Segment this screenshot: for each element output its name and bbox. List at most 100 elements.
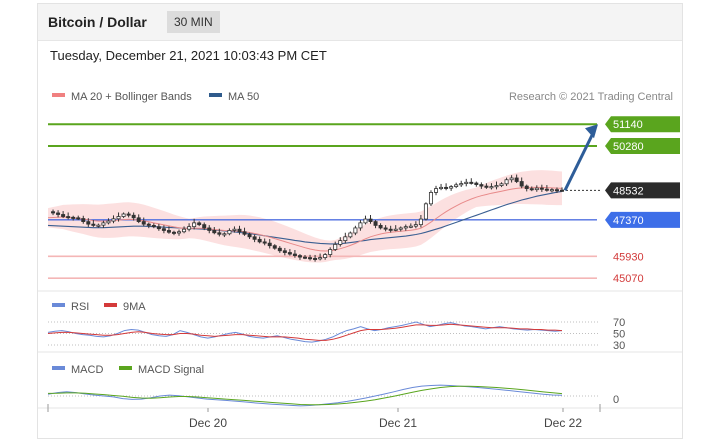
x-tick-label-0: Dec 20 bbox=[189, 416, 227, 430]
candle-body bbox=[187, 226, 192, 230]
candle-body bbox=[459, 183, 464, 186]
candle-body bbox=[146, 223, 151, 226]
legend-swatch-1 bbox=[209, 93, 222, 97]
timestamp: Tuesday, December 21, 2021 10:03:43 PM C… bbox=[50, 48, 327, 63]
candle-body bbox=[313, 257, 318, 260]
candle-body bbox=[398, 227, 403, 230]
instrument-title: Bitcoin / Dollar bbox=[48, 14, 147, 30]
candle-body bbox=[529, 188, 534, 191]
level-tag-bg-50280 bbox=[605, 138, 680, 155]
candle-body bbox=[408, 225, 413, 228]
rsi-level-70: 70 bbox=[613, 317, 625, 329]
candle-body bbox=[262, 241, 267, 244]
legend-label-1: MA 50 bbox=[228, 91, 259, 103]
candle-body bbox=[136, 217, 141, 222]
candle-body bbox=[257, 238, 262, 243]
macd-legend-swatch-1 bbox=[119, 366, 132, 370]
candle-body bbox=[338, 240, 343, 245]
candle-body bbox=[388, 228, 393, 231]
candle-body bbox=[116, 216, 121, 220]
candle-body bbox=[323, 254, 328, 259]
candle-body bbox=[474, 182, 479, 185]
candle-body bbox=[282, 250, 287, 253]
candle-body bbox=[348, 232, 353, 238]
candle-body bbox=[61, 214, 66, 217]
candle-body bbox=[544, 188, 549, 191]
candle-body bbox=[358, 222, 363, 229]
candle-body bbox=[343, 236, 348, 242]
candle-body bbox=[434, 188, 439, 193]
candle-body bbox=[151, 224, 156, 228]
candle-body bbox=[86, 221, 91, 225]
candle-body bbox=[76, 217, 81, 220]
candle-body bbox=[554, 189, 559, 192]
rsi-legend-label-0: RSI bbox=[71, 301, 89, 313]
candle-body bbox=[101, 222, 106, 226]
candle-body bbox=[403, 226, 408, 229]
candle-body bbox=[156, 226, 161, 230]
macd-level-0: 0 bbox=[613, 394, 619, 406]
level-tag-45930: 45930 bbox=[613, 251, 644, 263]
candle-body bbox=[302, 256, 307, 259]
candle-body bbox=[393, 228, 398, 231]
candle-body bbox=[353, 227, 358, 234]
candle-body bbox=[328, 249, 333, 255]
candle-body bbox=[318, 257, 323, 260]
candle-body bbox=[363, 218, 368, 224]
macd-legend-label-1: MACD Signal bbox=[138, 364, 204, 376]
level-tag-48532: 48532 bbox=[613, 185, 644, 197]
candle-body bbox=[423, 203, 428, 220]
candle-body bbox=[177, 231, 182, 234]
candle-body bbox=[212, 230, 217, 234]
rsi-level-50: 50 bbox=[613, 329, 625, 341]
candle-body bbox=[56, 212, 61, 215]
rsi-legend-swatch-1 bbox=[104, 303, 117, 307]
candle-body bbox=[509, 177, 514, 181]
candle-body bbox=[121, 213, 126, 217]
timeframe-badge[interactable]: 30 MIN bbox=[167, 11, 220, 33]
rsi-level-30: 30 bbox=[613, 340, 625, 352]
candle-body bbox=[192, 222, 197, 228]
x-tick-label-1: Dec 21 bbox=[379, 416, 417, 430]
x-tick-label-2: Dec 22 bbox=[544, 416, 582, 430]
candle-body bbox=[71, 216, 76, 219]
candle-body bbox=[499, 183, 504, 186]
level-tag-bg-48532 bbox=[605, 182, 680, 199]
candle-body bbox=[444, 186, 449, 189]
candle-body bbox=[454, 184, 459, 187]
candle-body bbox=[418, 218, 423, 226]
candle-body bbox=[242, 231, 247, 235]
candle-body bbox=[227, 230, 232, 235]
candle-body bbox=[96, 224, 101, 227]
candle-body bbox=[222, 233, 227, 236]
candle-body bbox=[439, 186, 444, 190]
level-tag-50280: 50280 bbox=[613, 141, 644, 153]
candle-body bbox=[297, 255, 302, 258]
candle-body bbox=[202, 224, 207, 229]
macd-legend-label-0: MACD bbox=[71, 364, 103, 376]
candle-body bbox=[333, 244, 338, 250]
candle-body bbox=[428, 192, 433, 205]
candle-body bbox=[368, 218, 373, 222]
rsi-ma9-line bbox=[47, 323, 563, 341]
candle-body bbox=[378, 224, 383, 229]
level-tag-bg-47370 bbox=[605, 211, 680, 228]
candle-body bbox=[182, 228, 187, 233]
level-tag-bg-51140 bbox=[605, 116, 680, 133]
candle-body bbox=[171, 231, 176, 234]
legend-swatch-0 bbox=[52, 93, 65, 97]
candle-body bbox=[66, 216, 71, 219]
candle-body bbox=[449, 186, 454, 189]
candle-body bbox=[166, 230, 171, 233]
candle-body bbox=[292, 253, 297, 256]
candle-body bbox=[232, 228, 237, 231]
macd-line bbox=[47, 384, 563, 407]
rsi-legend-swatch-0 bbox=[52, 303, 65, 307]
candle-body bbox=[111, 218, 116, 222]
candle-body bbox=[484, 185, 489, 188]
candle-body bbox=[237, 228, 242, 233]
candle-body bbox=[373, 221, 378, 226]
level-tag-51140: 51140 bbox=[613, 119, 643, 131]
macd-signal-line bbox=[47, 385, 563, 406]
